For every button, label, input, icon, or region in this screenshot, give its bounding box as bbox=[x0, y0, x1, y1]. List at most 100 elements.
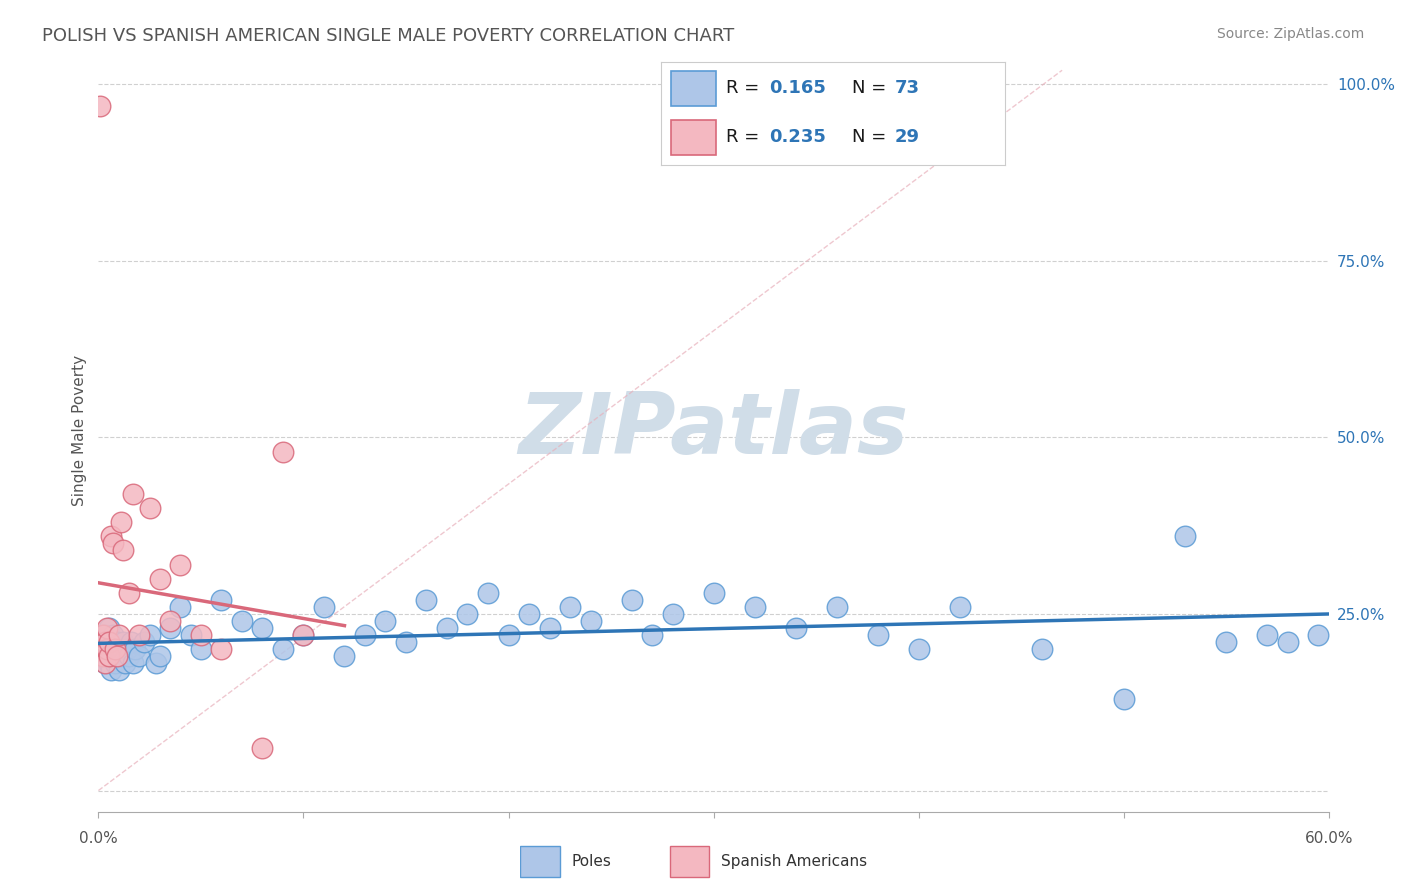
Point bbox=[104, 657, 127, 671]
Point bbox=[93, 642, 115, 657]
Text: Spanish Americans: Spanish Americans bbox=[721, 855, 868, 869]
Point bbox=[96, 635, 118, 649]
Text: N =: N = bbox=[852, 128, 891, 145]
Point bbox=[538, 621, 561, 635]
Text: POLISH VS SPANISH AMERICAN SINGLE MALE POVERTY CORRELATION CHART: POLISH VS SPANISH AMERICAN SINGLE MALE P… bbox=[42, 27, 734, 45]
Point bbox=[333, 649, 356, 664]
Point bbox=[112, 635, 135, 649]
Point bbox=[415, 592, 437, 607]
Point bbox=[105, 649, 128, 664]
Point bbox=[118, 649, 141, 664]
Text: R =: R = bbox=[727, 78, 765, 96]
Point bbox=[1256, 628, 1278, 642]
Text: N =: N = bbox=[852, 78, 891, 96]
Point bbox=[114, 657, 136, 671]
Point bbox=[96, 621, 118, 635]
Point bbox=[97, 635, 120, 649]
Text: R =: R = bbox=[727, 128, 765, 145]
Point bbox=[91, 649, 114, 664]
Point bbox=[101, 536, 124, 550]
Point bbox=[517, 607, 540, 621]
Point bbox=[1277, 635, 1299, 649]
Point bbox=[231, 614, 253, 628]
Point bbox=[558, 599, 581, 614]
Point bbox=[159, 614, 181, 628]
Point bbox=[112, 543, 135, 558]
Point bbox=[866, 628, 889, 642]
Text: Source: ZipAtlas.com: Source: ZipAtlas.com bbox=[1216, 27, 1364, 41]
Y-axis label: Single Male Poverty: Single Male Poverty bbox=[72, 355, 87, 506]
Point bbox=[93, 657, 115, 671]
Point bbox=[124, 642, 146, 657]
Point bbox=[108, 642, 131, 657]
Point bbox=[145, 657, 167, 671]
Point bbox=[149, 572, 172, 586]
Point bbox=[132, 635, 155, 649]
Point bbox=[104, 642, 127, 657]
Point bbox=[169, 599, 191, 614]
Point bbox=[211, 642, 233, 657]
Point bbox=[292, 628, 315, 642]
Point bbox=[96, 642, 118, 657]
Point bbox=[907, 642, 929, 657]
Point bbox=[159, 621, 181, 635]
Text: 0.165: 0.165 bbox=[769, 78, 827, 96]
Point bbox=[457, 607, 479, 621]
Text: 29: 29 bbox=[896, 128, 920, 145]
Point bbox=[122, 487, 145, 501]
FancyBboxPatch shape bbox=[671, 70, 716, 105]
Point bbox=[149, 649, 172, 664]
Point bbox=[620, 592, 643, 607]
Point bbox=[661, 607, 683, 621]
Point bbox=[190, 628, 212, 642]
Point bbox=[93, 657, 115, 671]
Point bbox=[97, 642, 120, 657]
Point bbox=[138, 501, 160, 516]
Point bbox=[101, 649, 124, 664]
Point bbox=[354, 628, 377, 642]
Point bbox=[97, 657, 120, 671]
FancyBboxPatch shape bbox=[669, 847, 709, 877]
Point bbox=[292, 628, 315, 642]
Point bbox=[949, 599, 972, 614]
Point bbox=[477, 586, 499, 600]
Point bbox=[579, 614, 602, 628]
Text: 60.0%: 60.0% bbox=[1305, 831, 1353, 846]
Point bbox=[93, 635, 115, 649]
Point bbox=[169, 558, 191, 572]
Point bbox=[89, 642, 111, 657]
Point bbox=[110, 649, 132, 664]
Point bbox=[104, 642, 127, 657]
Point bbox=[105, 635, 128, 649]
Point bbox=[97, 621, 120, 635]
Point bbox=[97, 649, 120, 664]
Text: 0.0%: 0.0% bbox=[79, 831, 118, 846]
FancyBboxPatch shape bbox=[520, 847, 560, 877]
Point bbox=[374, 614, 396, 628]
Point bbox=[312, 599, 335, 614]
Point bbox=[122, 657, 145, 671]
Point bbox=[1112, 691, 1135, 706]
Point bbox=[108, 628, 131, 642]
Point bbox=[271, 642, 294, 657]
Point bbox=[785, 621, 807, 635]
Point bbox=[271, 444, 294, 458]
Point bbox=[436, 621, 458, 635]
Point bbox=[825, 599, 848, 614]
Point bbox=[498, 628, 520, 642]
Text: Poles: Poles bbox=[571, 855, 612, 869]
Point bbox=[252, 621, 274, 635]
Point bbox=[138, 628, 160, 642]
Point bbox=[190, 642, 212, 657]
Point bbox=[252, 741, 274, 756]
Point bbox=[96, 649, 118, 664]
Point bbox=[1031, 642, 1053, 657]
Point bbox=[1174, 529, 1197, 543]
Point bbox=[89, 642, 111, 657]
Point bbox=[91, 649, 114, 664]
FancyBboxPatch shape bbox=[671, 120, 716, 155]
Point bbox=[128, 649, 150, 664]
Point bbox=[211, 592, 233, 607]
Point bbox=[101, 628, 124, 642]
Point bbox=[641, 628, 664, 642]
